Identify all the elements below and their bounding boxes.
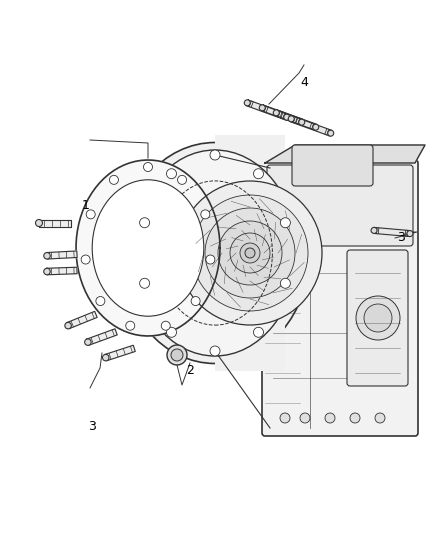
Polygon shape bbox=[290, 116, 332, 136]
Circle shape bbox=[364, 304, 392, 332]
Circle shape bbox=[254, 169, 264, 179]
Ellipse shape bbox=[133, 150, 297, 356]
Circle shape bbox=[280, 217, 290, 228]
Text: 3: 3 bbox=[397, 231, 405, 244]
Text: 3: 3 bbox=[88, 420, 96, 433]
FancyBboxPatch shape bbox=[292, 145, 373, 186]
Circle shape bbox=[126, 321, 135, 330]
Circle shape bbox=[178, 181, 322, 325]
Circle shape bbox=[356, 296, 400, 340]
Circle shape bbox=[81, 255, 90, 264]
Circle shape bbox=[85, 339, 91, 345]
Ellipse shape bbox=[120, 142, 310, 364]
Circle shape bbox=[65, 322, 71, 329]
FancyBboxPatch shape bbox=[267, 165, 413, 246]
Polygon shape bbox=[76, 160, 220, 336]
Circle shape bbox=[407, 231, 413, 237]
Circle shape bbox=[284, 114, 290, 120]
Circle shape bbox=[273, 110, 279, 116]
Text: 4: 4 bbox=[300, 76, 308, 89]
Circle shape bbox=[201, 210, 210, 219]
Circle shape bbox=[288, 116, 294, 122]
Text: 1: 1 bbox=[81, 199, 89, 212]
Circle shape bbox=[102, 354, 109, 361]
Circle shape bbox=[210, 346, 220, 356]
Circle shape bbox=[192, 195, 308, 311]
Circle shape bbox=[86, 210, 95, 219]
Circle shape bbox=[280, 278, 290, 288]
Circle shape bbox=[245, 248, 255, 258]
Polygon shape bbox=[246, 100, 288, 120]
Polygon shape bbox=[67, 311, 97, 329]
Polygon shape bbox=[87, 329, 117, 345]
Circle shape bbox=[328, 130, 334, 136]
Circle shape bbox=[350, 413, 360, 423]
Circle shape bbox=[44, 268, 50, 275]
Polygon shape bbox=[39, 220, 71, 227]
Circle shape bbox=[171, 349, 183, 361]
Polygon shape bbox=[47, 251, 77, 259]
Circle shape bbox=[299, 119, 305, 125]
Circle shape bbox=[300, 413, 310, 423]
Circle shape bbox=[110, 175, 118, 184]
Circle shape bbox=[218, 221, 282, 285]
Circle shape bbox=[325, 413, 335, 423]
Polygon shape bbox=[275, 110, 317, 130]
Polygon shape bbox=[47, 267, 77, 275]
Circle shape bbox=[191, 296, 200, 305]
Circle shape bbox=[35, 220, 42, 227]
Polygon shape bbox=[105, 345, 135, 361]
Polygon shape bbox=[265, 145, 425, 163]
Circle shape bbox=[375, 413, 385, 423]
Circle shape bbox=[140, 278, 150, 288]
Circle shape bbox=[244, 100, 250, 106]
Circle shape bbox=[167, 345, 187, 365]
Circle shape bbox=[44, 253, 50, 259]
Circle shape bbox=[177, 175, 187, 184]
Polygon shape bbox=[261, 105, 303, 125]
Circle shape bbox=[144, 163, 152, 172]
Circle shape bbox=[230, 233, 270, 273]
Polygon shape bbox=[215, 135, 285, 371]
Ellipse shape bbox=[92, 180, 204, 316]
Circle shape bbox=[166, 169, 177, 179]
Circle shape bbox=[166, 327, 177, 337]
Circle shape bbox=[140, 217, 150, 228]
Circle shape bbox=[210, 150, 220, 160]
FancyBboxPatch shape bbox=[262, 160, 418, 436]
Circle shape bbox=[96, 296, 105, 305]
Circle shape bbox=[161, 321, 170, 330]
Circle shape bbox=[259, 105, 265, 111]
Circle shape bbox=[240, 243, 260, 263]
Text: 2: 2 bbox=[187, 364, 194, 377]
Circle shape bbox=[206, 255, 215, 264]
Circle shape bbox=[371, 228, 377, 233]
Circle shape bbox=[280, 413, 290, 423]
Circle shape bbox=[254, 327, 264, 337]
Polygon shape bbox=[374, 228, 410, 237]
Circle shape bbox=[313, 124, 319, 130]
Circle shape bbox=[205, 208, 295, 298]
FancyBboxPatch shape bbox=[347, 250, 408, 386]
